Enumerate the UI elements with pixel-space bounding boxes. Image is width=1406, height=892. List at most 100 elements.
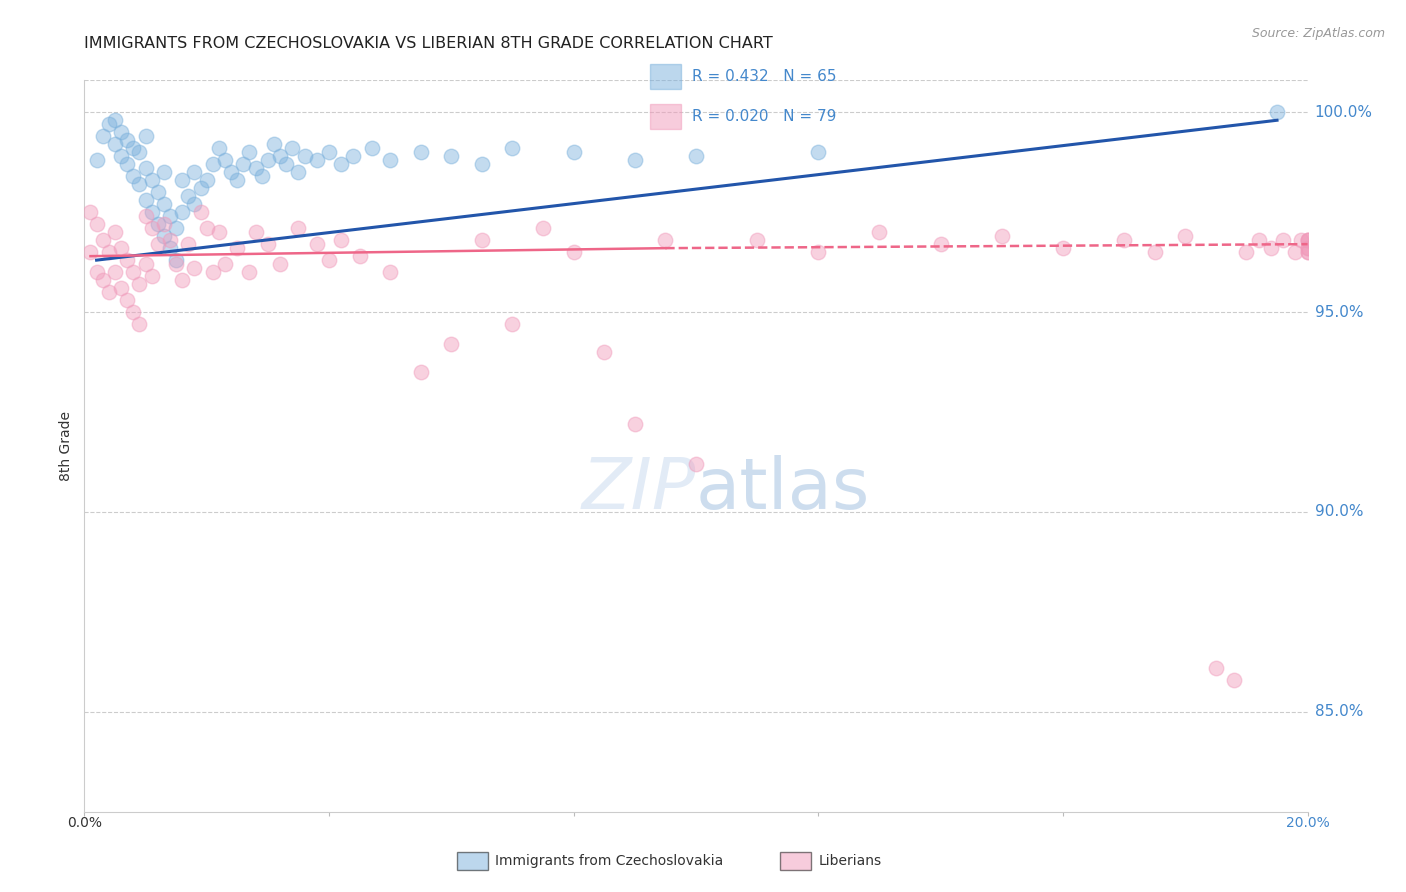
Point [122,141,145,155]
Y-axis label: 8th Grade: 8th Grade [59,411,73,481]
Point [128,277,150,292]
Point [593,345,616,359]
Text: 0.0%: 0.0% [67,816,101,830]
Point [257,237,280,252]
Point [97,285,120,299]
Point [562,245,585,260]
Point [208,225,231,239]
Point [177,237,200,252]
Point [110,241,132,255]
Bar [650,64,682,89]
Point [1296,233,1319,247]
Point [502,141,524,155]
Point [330,157,353,171]
Point [128,145,150,160]
Point [183,165,205,179]
Point [104,225,127,239]
Point [1296,241,1319,255]
Point [1296,245,1319,260]
Point [97,117,120,131]
Text: Immigrants from Czechoslovakia: Immigrants from Czechoslovakia [495,854,723,868]
Text: Liberians: Liberians [818,854,882,868]
Point [195,221,218,235]
Point [380,153,402,168]
Point [1114,233,1136,247]
Point [141,173,163,187]
Point [562,145,585,160]
Point [115,253,138,268]
Point [86,217,108,231]
Point [122,169,145,184]
Point [245,161,267,176]
Point [807,245,830,260]
Point [104,113,127,128]
Text: 20.0%: 20.0% [1285,816,1330,830]
Point [929,237,952,252]
Point [263,137,285,152]
Point [1260,241,1282,255]
Point [91,273,114,287]
Point [1223,673,1246,687]
Point [159,209,181,223]
Point [165,253,187,268]
Text: Source: ZipAtlas.com: Source: ZipAtlas.com [1251,27,1385,40]
Point [238,145,260,160]
Point [195,173,218,187]
Point [79,205,101,219]
Point [165,257,187,271]
Text: 90.0%: 90.0% [1315,505,1362,519]
Point [172,205,194,219]
Point [159,233,181,247]
Point [869,225,891,239]
Point [214,153,236,168]
Point [409,145,432,160]
Point [122,305,145,319]
Point [190,181,212,195]
Point [201,157,224,171]
Point [128,178,150,192]
Point [201,265,224,279]
Point [747,233,769,247]
Point [257,153,280,168]
Point [502,317,524,331]
Text: R = 0.432   N = 65: R = 0.432 N = 65 [692,70,837,84]
Point [97,245,120,260]
Point [135,209,157,223]
Point [1284,245,1306,260]
Point [104,137,127,152]
Bar [650,104,682,129]
Point [1296,245,1319,260]
Point [1272,233,1295,247]
Point [146,185,169,199]
Point [79,245,101,260]
Text: ZIP: ZIP [582,456,696,524]
Point [153,229,176,244]
Point [104,265,127,279]
Point [305,237,328,252]
Point [685,457,707,471]
Point [1174,229,1197,244]
Point [318,253,340,268]
Point [172,173,194,187]
Point [135,193,157,207]
Point [110,149,132,163]
Point [115,157,138,171]
Point [471,233,494,247]
Point [172,273,194,287]
Point [250,169,273,184]
Point [1143,245,1166,260]
Text: IMMIGRANTS FROM CZECHOSLOVAKIA VS LIBERIAN 8TH GRADE CORRELATION CHART: IMMIGRANTS FROM CZECHOSLOVAKIA VS LIBERI… [84,36,773,51]
Point [183,197,205,211]
Point [624,153,647,168]
Point [287,165,309,179]
Point [471,157,494,171]
Point [153,165,176,179]
Point [531,221,554,235]
Point [991,229,1014,244]
Point [269,149,291,163]
Point [1247,233,1270,247]
Point [153,197,176,211]
Point [141,269,163,284]
Point [146,237,169,252]
Point [226,241,249,255]
